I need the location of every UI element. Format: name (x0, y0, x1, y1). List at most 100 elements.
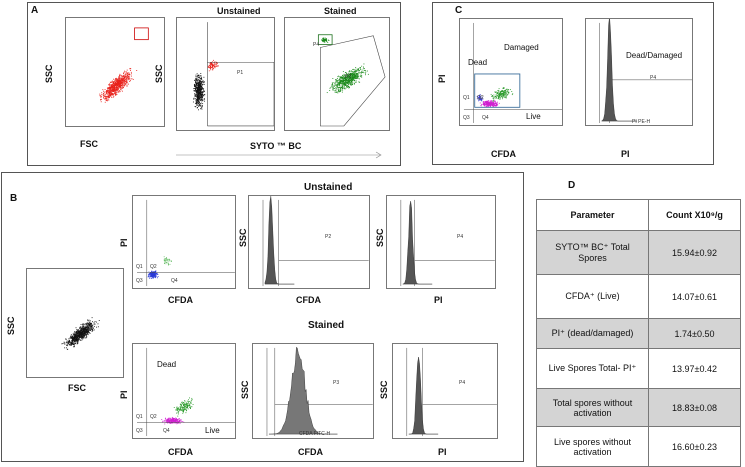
scatter-dot (354, 70, 356, 72)
scatter-dot (342, 80, 343, 82)
scatter-dot (88, 324, 90, 326)
scatter-dot (213, 65, 215, 67)
scatter-dot (196, 89, 198, 91)
scatter-dot (72, 339, 74, 341)
scatter-dot (496, 105, 498, 106)
scatter-dot (103, 94, 105, 96)
scatter-dot (122, 76, 124, 78)
scatter-dot (85, 333, 87, 335)
scatter-dot (346, 86, 347, 88)
scatter-dot (176, 406, 178, 408)
scatter-dot (197, 91, 199, 93)
scatter-dot (340, 90, 342, 92)
scatter-dot (337, 82, 339, 84)
scatter-dot (356, 73, 358, 75)
scatter-dot (110, 81, 112, 83)
scatter-dot (154, 275, 156, 277)
scatter-dot (347, 77, 349, 79)
scatter-dot (148, 277, 150, 279)
scatter-dot (357, 74, 359, 76)
scatter-dot (338, 89, 340, 91)
panel-a-stained-gate-2: P2 (345, 74, 352, 80)
scatter-dot (362, 69, 364, 71)
scatter-dot (202, 97, 203, 99)
scatter-dot (491, 104, 493, 106)
scatter-dot (74, 337, 75, 339)
scatter-dot (506, 91, 508, 93)
row-parameter: PI⁺ (dead/damaged) (536, 318, 649, 349)
scatter-dot (210, 67, 212, 69)
scatter-dot (111, 94, 113, 96)
scatter-dot (115, 83, 117, 85)
scatter-dot (87, 330, 89, 332)
panel-b-r1-q2: Q2 (150, 264, 157, 270)
scatter-dot (208, 65, 210, 67)
scatter-dot (113, 90, 115, 92)
scatter-dot (201, 86, 203, 88)
scatter-dot (353, 80, 355, 82)
scatter-dot (330, 86, 332, 88)
scatter-dot (113, 93, 115, 95)
scatter-dot (363, 72, 365, 74)
scatter-dot (500, 91, 502, 93)
scatter-dot (343, 73, 345, 75)
panel-b-fsc-ssc-plot (26, 268, 124, 378)
scatter-dot (79, 335, 80, 337)
scatter-dot (499, 95, 501, 97)
scatter-dot (118, 79, 120, 81)
scatter-dot (101, 95, 103, 97)
scatter-dot (351, 80, 352, 82)
scatter-dot (481, 100, 483, 102)
scatter-dot (112, 86, 114, 88)
scatter-dot (108, 96, 110, 98)
scatter-dot (164, 261, 166, 263)
scatter-dot (341, 87, 343, 89)
scatter-dot (349, 70, 350, 72)
scatter-dot (76, 339, 78, 341)
scatter-dot (168, 419, 170, 421)
scatter-dot (84, 337, 86, 339)
scatter-dot (354, 79, 356, 81)
scatter-dot (72, 340, 73, 342)
scatter-dot (196, 78, 198, 79)
scatter-dot (483, 101, 485, 103)
scatter-dot (107, 88, 109, 90)
scatter-dot (121, 80, 123, 82)
scatter-dot (108, 84, 109, 86)
scatter-dot (198, 105, 200, 107)
scatter-dot (344, 87, 346, 89)
scatter-dot (119, 82, 121, 84)
scatter-dot (111, 96, 112, 98)
scatter-dot (72, 337, 74, 339)
scatter-dot (499, 96, 501, 98)
scatter-dot (93, 329, 95, 331)
scatter-dot (120, 87, 121, 89)
scatter-dot (73, 346, 75, 348)
scatter-dot (325, 39, 327, 41)
scatter-dot (78, 330, 80, 332)
scatter-dot (198, 99, 200, 101)
scatter-dot (80, 330, 81, 332)
scatter-dot (177, 411, 179, 413)
scatter-dot (199, 76, 200, 78)
scatter-dot (337, 86, 338, 88)
row-count: 18.83±0.08 (648, 388, 741, 427)
scatter-dot (90, 328, 92, 330)
scatter-dot (362, 67, 364, 69)
scatter-dot (62, 343, 64, 344)
scatter-dot (341, 76, 342, 78)
scatter-dot (346, 81, 348, 83)
scatter-dot (344, 78, 346, 80)
scatter-dot (154, 276, 156, 278)
scatter-dot (197, 100, 199, 102)
scatter-dot (86, 333, 88, 335)
scatter-dot (341, 82, 342, 84)
panel-c-damaged-label: Damaged (504, 43, 539, 52)
scatter-dot (72, 337, 74, 339)
scatter-dot (500, 93, 502, 95)
scatter-dot (195, 76, 197, 77)
scatter-dot (491, 95, 493, 97)
scatter-dot (360, 73, 362, 75)
scatter-dot (106, 93, 108, 95)
scatter-dot (344, 72, 346, 73)
